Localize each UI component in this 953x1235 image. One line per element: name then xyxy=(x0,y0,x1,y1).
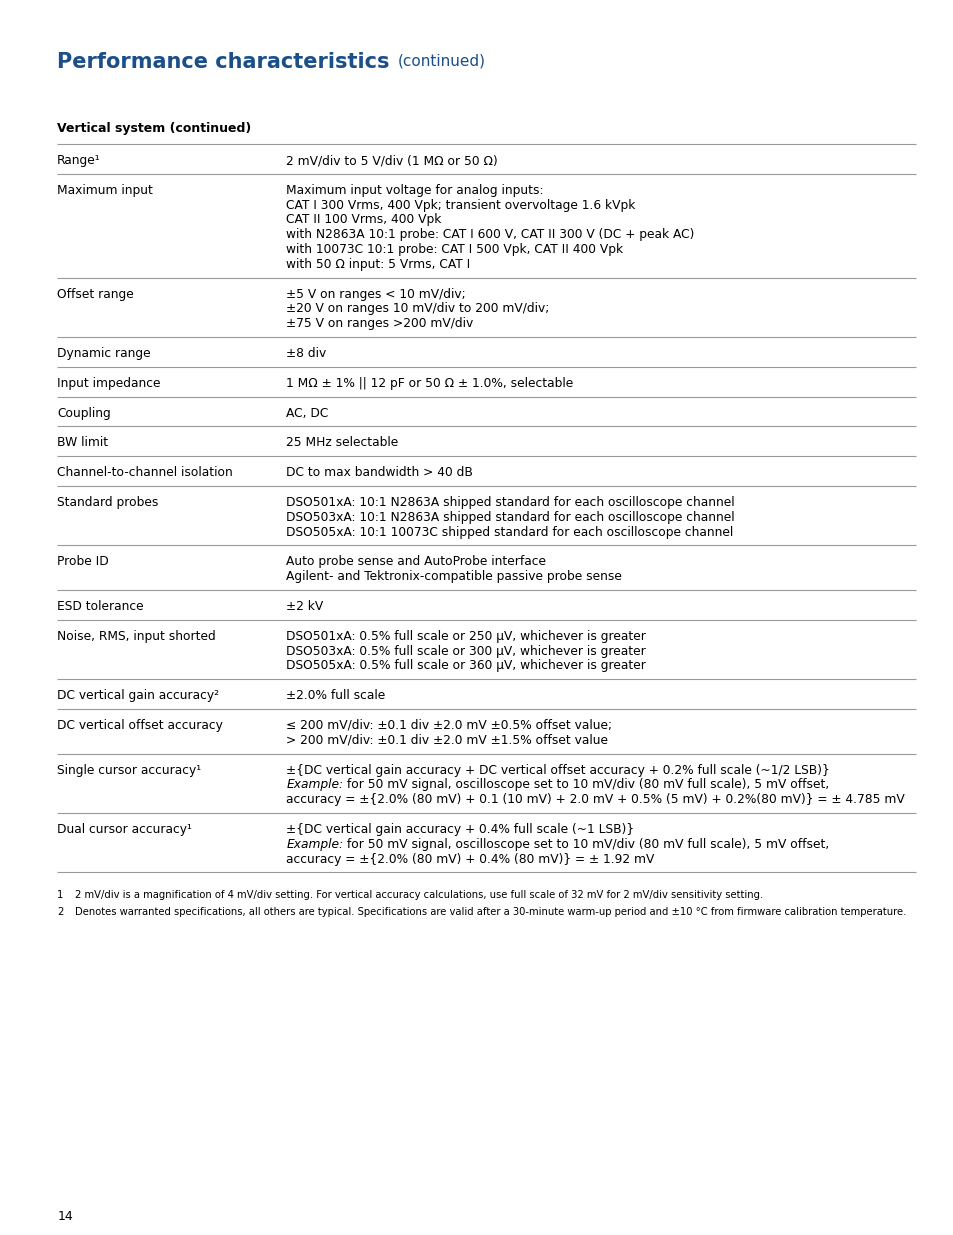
Text: with 50 Ω input: 5 Vrms, CAT I: with 50 Ω input: 5 Vrms, CAT I xyxy=(286,258,470,270)
Text: DSO503xA: 10:1 N2863A shipped standard for each oscilloscope channel: DSO503xA: 10:1 N2863A shipped standard f… xyxy=(286,511,734,524)
Text: Range¹: Range¹ xyxy=(57,154,101,167)
Text: Example:: Example: xyxy=(286,778,343,792)
Text: ±5 V on ranges < 10 mV/div;: ±5 V on ranges < 10 mV/div; xyxy=(286,288,465,300)
Text: BW limit: BW limit xyxy=(57,436,109,450)
Text: Dual cursor accuracy¹: Dual cursor accuracy¹ xyxy=(57,823,192,836)
Text: Maximum input: Maximum input xyxy=(57,184,152,196)
Text: ±75 V on ranges >200 mV/div: ±75 V on ranges >200 mV/div xyxy=(286,317,473,330)
Text: 25 MHz selectable: 25 MHz selectable xyxy=(286,436,398,450)
Text: CAT II 100 Vrms, 400 Vpk: CAT II 100 Vrms, 400 Vpk xyxy=(286,214,441,226)
Text: ≤ 200 mV/div: ±0.1 div ±2.0 mV ±0.5% offset value;: ≤ 200 mV/div: ±0.1 div ±2.0 mV ±0.5% off… xyxy=(286,719,612,732)
Text: Dynamic range: Dynamic range xyxy=(57,347,151,359)
Text: Single cursor accuracy¹: Single cursor accuracy¹ xyxy=(57,763,201,777)
Text: accuracy = ±{2.0% (80 mV) + 0.1 (10 mV) + 2.0 mV + 0.5% (5 mV) + 0.2%(80 mV)} = : accuracy = ±{2.0% (80 mV) + 0.1 (10 mV) … xyxy=(286,793,904,806)
Text: Vertical system (continued): Vertical system (continued) xyxy=(57,122,252,135)
Text: Maximum input voltage for analog inputs:: Maximum input voltage for analog inputs: xyxy=(286,184,543,196)
Text: ±8 div: ±8 div xyxy=(286,347,326,359)
Text: 2: 2 xyxy=(57,908,64,918)
Text: Offset range: Offset range xyxy=(57,288,133,300)
Text: 2 mV/div is a magnification of 4 mV/div setting. For vertical accuracy calculati: 2 mV/div is a magnification of 4 mV/div … xyxy=(75,890,762,900)
Text: Input impedance: Input impedance xyxy=(57,377,160,390)
Text: Standard probes: Standard probes xyxy=(57,496,158,509)
Text: DSO505xA: 0.5% full scale or 360 μV, whichever is greater: DSO505xA: 0.5% full scale or 360 μV, whi… xyxy=(286,659,645,672)
Text: Channel-to-channel isolation: Channel-to-channel isolation xyxy=(57,466,233,479)
Text: Auto probe sense and AutoProbe interface: Auto probe sense and AutoProbe interface xyxy=(286,556,546,568)
Text: 14: 14 xyxy=(57,1210,73,1223)
Text: 1 MΩ ± 1% || 12 pF or 50 Ω ± 1.0%, selectable: 1 MΩ ± 1% || 12 pF or 50 Ω ± 1.0%, selec… xyxy=(286,377,573,390)
Text: ESD tolerance: ESD tolerance xyxy=(57,600,144,613)
Text: for 50 mV signal, oscilloscope set to 10 mV/div (80 mV full scale), 5 mV offset,: for 50 mV signal, oscilloscope set to 10… xyxy=(343,778,829,792)
Text: 2 mV/div to 5 V/div (1 MΩ or 50 Ω): 2 mV/div to 5 V/div (1 MΩ or 50 Ω) xyxy=(286,154,497,167)
Text: for 50 mV signal, oscilloscope set to 10 mV/div (80 mV full scale), 5 mV offset,: for 50 mV signal, oscilloscope set to 10… xyxy=(343,837,829,851)
Text: with 10073C 10:1 probe: CAT I 500 Vpk, CAT II 400 Vpk: with 10073C 10:1 probe: CAT I 500 Vpk, C… xyxy=(286,243,622,256)
Text: Denotes warranted specifications, all others are typical. Specifications are val: Denotes warranted specifications, all ot… xyxy=(75,908,905,918)
Text: Noise, RMS, input shorted: Noise, RMS, input shorted xyxy=(57,630,215,642)
Text: DC to max bandwidth > 40 dB: DC to max bandwidth > 40 dB xyxy=(286,466,473,479)
Text: ±{DC vertical gain accuracy + DC vertical offset accuracy + 0.2% full scale (~1/: ±{DC vertical gain accuracy + DC vertica… xyxy=(286,763,829,777)
Text: AC, DC: AC, DC xyxy=(286,406,328,420)
Text: ±2.0% full scale: ±2.0% full scale xyxy=(286,689,385,703)
Text: DC vertical gain accuracy²: DC vertical gain accuracy² xyxy=(57,689,219,703)
Text: accuracy = ±{2.0% (80 mV) + 0.4% (80 mV)} = ± 1.92 mV: accuracy = ±{2.0% (80 mV) + 0.4% (80 mV)… xyxy=(286,852,654,866)
Text: DC vertical offset accuracy: DC vertical offset accuracy xyxy=(57,719,223,732)
Text: DSO501xA: 0.5% full scale or 250 μV, whichever is greater: DSO501xA: 0.5% full scale or 250 μV, whi… xyxy=(286,630,645,642)
Text: (continued): (continued) xyxy=(397,53,485,68)
Text: DSO501xA: 10:1 N2863A shipped standard for each oscilloscope channel: DSO501xA: 10:1 N2863A shipped standard f… xyxy=(286,496,734,509)
Text: DSO505xA: 10:1 10073C shipped standard for each oscilloscope channel: DSO505xA: 10:1 10073C shipped standard f… xyxy=(286,526,733,538)
Text: ±20 V on ranges 10 mV/div to 200 mV/div;: ±20 V on ranges 10 mV/div to 200 mV/div; xyxy=(286,303,549,315)
Text: 1: 1 xyxy=(57,890,64,900)
Text: ±2 kV: ±2 kV xyxy=(286,600,323,613)
Text: CAT I 300 Vrms, 400 Vpk; transient overvoltage 1.6 kVpk: CAT I 300 Vrms, 400 Vpk; transient overv… xyxy=(286,199,635,211)
Text: DSO503xA: 0.5% full scale or 300 μV, whichever is greater: DSO503xA: 0.5% full scale or 300 μV, whi… xyxy=(286,645,645,657)
Text: Example:: Example: xyxy=(286,837,343,851)
Text: ±{DC vertical gain accuracy + 0.4% full scale (~1 LSB)}: ±{DC vertical gain accuracy + 0.4% full … xyxy=(286,823,634,836)
Text: with N2863A 10:1 probe: CAT I 600 V, CAT II 300 V (DC + peak AC): with N2863A 10:1 probe: CAT I 600 V, CAT… xyxy=(286,228,694,241)
Text: Coupling: Coupling xyxy=(57,406,111,420)
Text: Performance characteristics: Performance characteristics xyxy=(57,52,390,72)
Text: Agilent- and Tektronix-compatible passive probe sense: Agilent- and Tektronix-compatible passiv… xyxy=(286,571,621,583)
Text: Probe ID: Probe ID xyxy=(57,556,109,568)
Text: > 200 mV/div: ±0.1 div ±2.0 mV ±1.5% offset value: > 200 mV/div: ±0.1 div ±2.0 mV ±1.5% off… xyxy=(286,734,608,747)
